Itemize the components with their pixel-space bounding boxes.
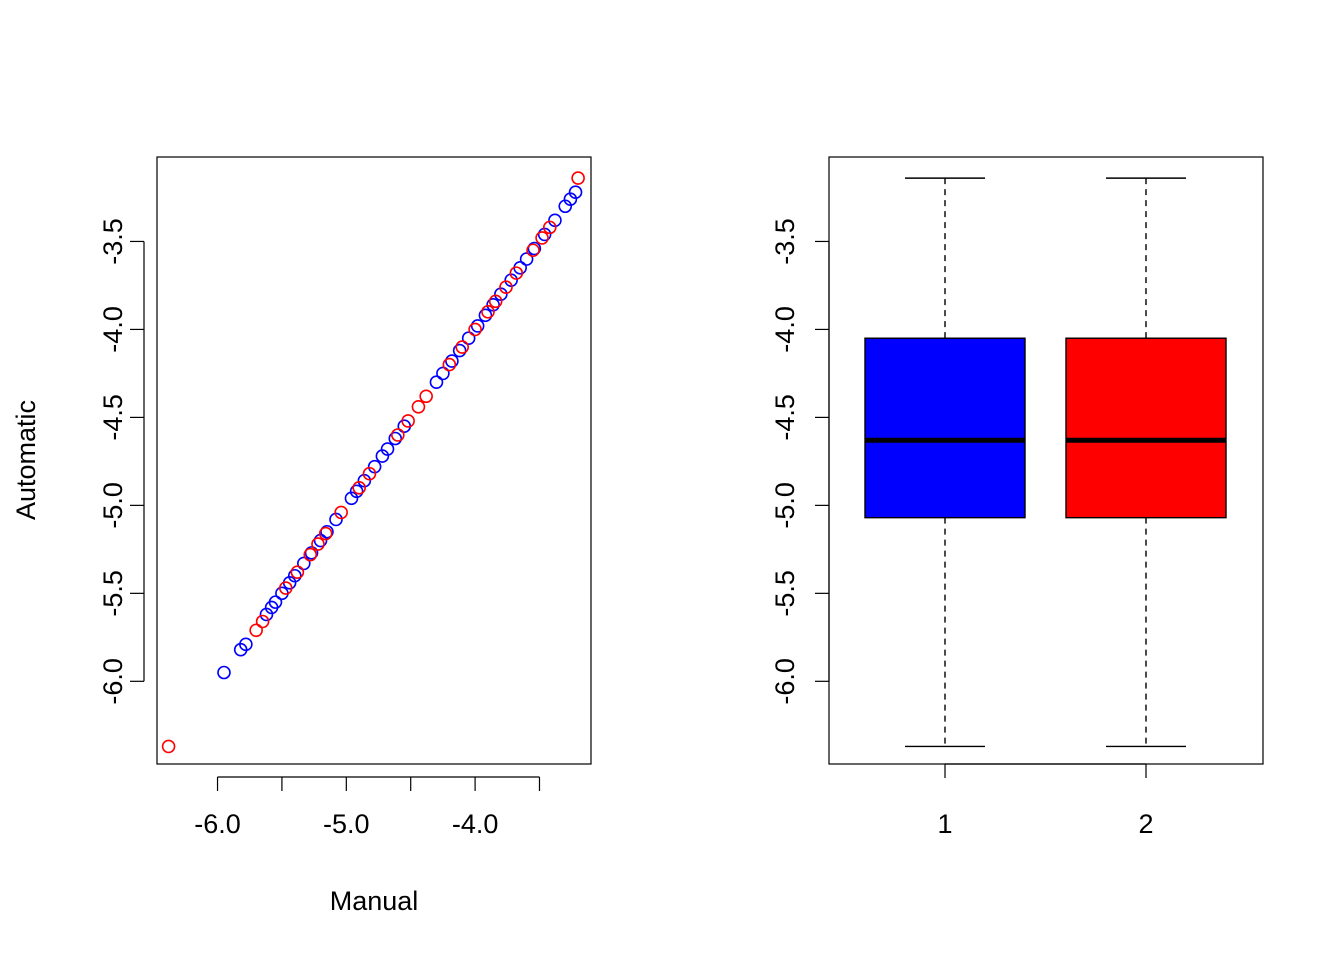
scatter-y-tick-label: -4.5 — [98, 394, 128, 441]
boxplot-y-tick-label: -3.5 — [770, 218, 800, 265]
boxplot-boxes — [864, 177, 1227, 748]
scatter-point — [217, 665, 231, 680]
scatter-point — [571, 171, 585, 185]
scatter-point — [519, 252, 534, 266]
scatter-point — [526, 243, 540, 258]
scatter-point — [468, 322, 482, 337]
scatter-point — [287, 568, 302, 583]
scatter-x-axis-label: Manual — [330, 886, 419, 916]
scatter-point — [436, 366, 450, 381]
scatter-point — [419, 389, 433, 404]
scatter-point — [255, 614, 270, 629]
scatter-plot-frame — [156, 156, 592, 765]
boxplot-y-axis: -6.0 -5.5 -5.0 -4.5 -4.0 -3.5 — [770, 218, 830, 705]
scatter-points — [161, 171, 585, 754]
scatter-y-tick-label: -5.5 — [98, 570, 128, 617]
scatter-point — [535, 231, 549, 245]
scatter-panel: -6.0 -5.0 -4.0 -6.0 -5.5 -5.0 -4.5 -4.0 -3.5 Ma… — [11, 156, 592, 916]
boxplot-y-tick-label: -5.5 — [770, 570, 800, 617]
scatter-point — [391, 428, 405, 442]
boxplot-x-tick-label: 1 — [937, 809, 952, 839]
scatter-y-tick-label: -6.0 — [98, 658, 128, 705]
scatter-point — [481, 305, 495, 319]
scatter-point — [401, 414, 415, 428]
scatter-x-tick-label: -4.0 — [452, 809, 499, 839]
boxplot-x-tick-label: 2 — [1138, 809, 1153, 839]
scatter-point — [411, 400, 426, 414]
scatter-point — [470, 319, 485, 333]
boxplot-y-tick-label: -4.5 — [770, 394, 800, 441]
scatter-point — [380, 442, 395, 456]
boxplot-y-tick-label: -4.0 — [770, 306, 800, 353]
scatter-point — [303, 547, 318, 562]
scatter-y-tick-label: -5.0 — [98, 482, 128, 529]
scatter-point — [352, 480, 366, 495]
scatter-point — [311, 537, 325, 551]
scatter-point — [362, 466, 377, 481]
scatter-y-tick-label: -3.5 — [98, 218, 128, 265]
scatter-point — [452, 343, 467, 358]
scatter-y-axis: -6.0 -5.5 -5.0 -4.5 -4.0 -3.5 — [98, 218, 145, 705]
scatter-point — [239, 637, 253, 652]
scatter-point — [249, 623, 263, 638]
scatter-point — [509, 266, 524, 280]
scatter-point — [388, 431, 403, 446]
scatter-point — [334, 505, 348, 520]
scatter-point — [542, 220, 557, 235]
scatter-point — [297, 556, 311, 571]
boxplot-y-tick-label: -5.0 — [770, 482, 800, 529]
scatter-point — [488, 294, 503, 309]
scatter-point — [278, 581, 293, 595]
boxplot-box — [864, 337, 1026, 519]
boxplot-y-tick-label: -6.0 — [770, 658, 800, 705]
scatter-point — [429, 375, 444, 390]
scatter-point — [568, 185, 583, 199]
scatter-x-tick-label: -6.0 — [194, 809, 241, 839]
scatter-point — [455, 340, 470, 354]
scatter-point — [290, 565, 305, 580]
scatter-point — [161, 739, 176, 754]
boxplot-box — [1065, 337, 1227, 519]
scatter-point — [318, 526, 333, 541]
scatter-point — [442, 357, 457, 372]
scatter-point — [349, 484, 364, 499]
scatter-y-tick-label: -4.0 — [98, 306, 128, 353]
scatter-point — [268, 595, 283, 609]
scatter-point — [304, 546, 319, 560]
scatter-point — [527, 241, 542, 256]
scatter-point — [499, 280, 513, 295]
scatter-point — [320, 524, 334, 539]
scatter-y-axis-label: Automatic — [11, 400, 41, 520]
scatter-x-axis: -6.0 -5.0 -4.0 — [194, 776, 541, 839]
scatter-x-tick-label: -5.0 — [323, 809, 370, 839]
scatter-point — [478, 308, 493, 323]
scatter-point — [445, 354, 459, 368]
scatter-point — [461, 331, 476, 346]
